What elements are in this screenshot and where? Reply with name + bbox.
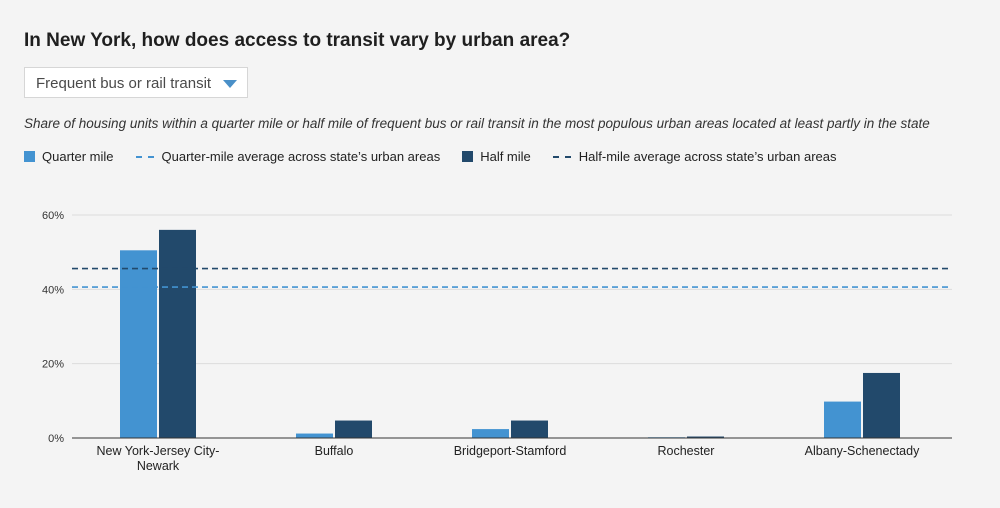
bar-half-mile	[687, 436, 724, 438]
legend-label-quarter-mile: Quarter mile	[42, 149, 114, 164]
legend-item-half-avg: Half-mile average across state’s urban a…	[552, 149, 837, 164]
legend-item-quarter-mile: Quarter mile	[24, 149, 114, 164]
legend-dash-quarter-avg	[135, 155, 154, 158]
transit-type-dropdown[interactable]: Frequent bus or rail transit	[24, 67, 248, 98]
x-category-label: Buffalo	[315, 444, 354, 458]
x-category-label: Bridgeport-Stamford	[454, 444, 567, 458]
legend-item-half-mile: Half mile	[462, 149, 531, 164]
bar-half-mile	[159, 229, 196, 438]
dropdown-selected-value: Frequent bus or rail transit	[36, 75, 212, 92]
legend-swatch-half-mile	[462, 151, 474, 162]
x-category-label: Newark	[137, 459, 180, 473]
chart-legend: Quarter mile Quarter-mile average across…	[24, 149, 859, 164]
bar-chart: 0% 20% 40% 60% New York-Jersey City-Newark Bu…	[42, 210, 952, 473]
y-tick-label: 0%	[48, 433, 64, 445]
legend-label-half-avg: Half-mile average across state’s urban a…	[578, 149, 837, 164]
bar-quarter-mile	[296, 433, 333, 438]
x-category-label: Rochester	[658, 444, 715, 458]
chart-subtitle: Share of housing units within a quarter …	[24, 116, 930, 131]
chevron-down-icon[interactable]	[223, 80, 237, 88]
legend-label-half-mile: Half mile	[480, 149, 531, 164]
legend-dash-half-avg	[552, 155, 571, 158]
bar-half-mile	[335, 420, 372, 438]
x-category-label: New York-Jersey City-	[97, 444, 220, 458]
y-tick-label: 60%	[42, 210, 64, 222]
x-category-label: Albany-Schenectady	[805, 444, 920, 458]
bar-half-mile	[863, 372, 900, 438]
legend-swatch-quarter-mile	[24, 151, 35, 162]
chart-title: In New York, how does access to transit …	[24, 30, 571, 51]
bar-quarter-mile	[824, 401, 861, 438]
bar-half-mile	[511, 420, 548, 438]
y-tick-label: 40%	[42, 284, 64, 296]
y-tick-label: 20%	[42, 359, 64, 371]
bar-quarter-mile	[472, 429, 509, 438]
legend-label-quarter-avg: Quarter-mile average across state’s urba…	[161, 149, 441, 164]
bar-quarter-mile	[120, 250, 157, 438]
legend-item-quarter-avg: Quarter-mile average across state’s urba…	[135, 149, 441, 164]
